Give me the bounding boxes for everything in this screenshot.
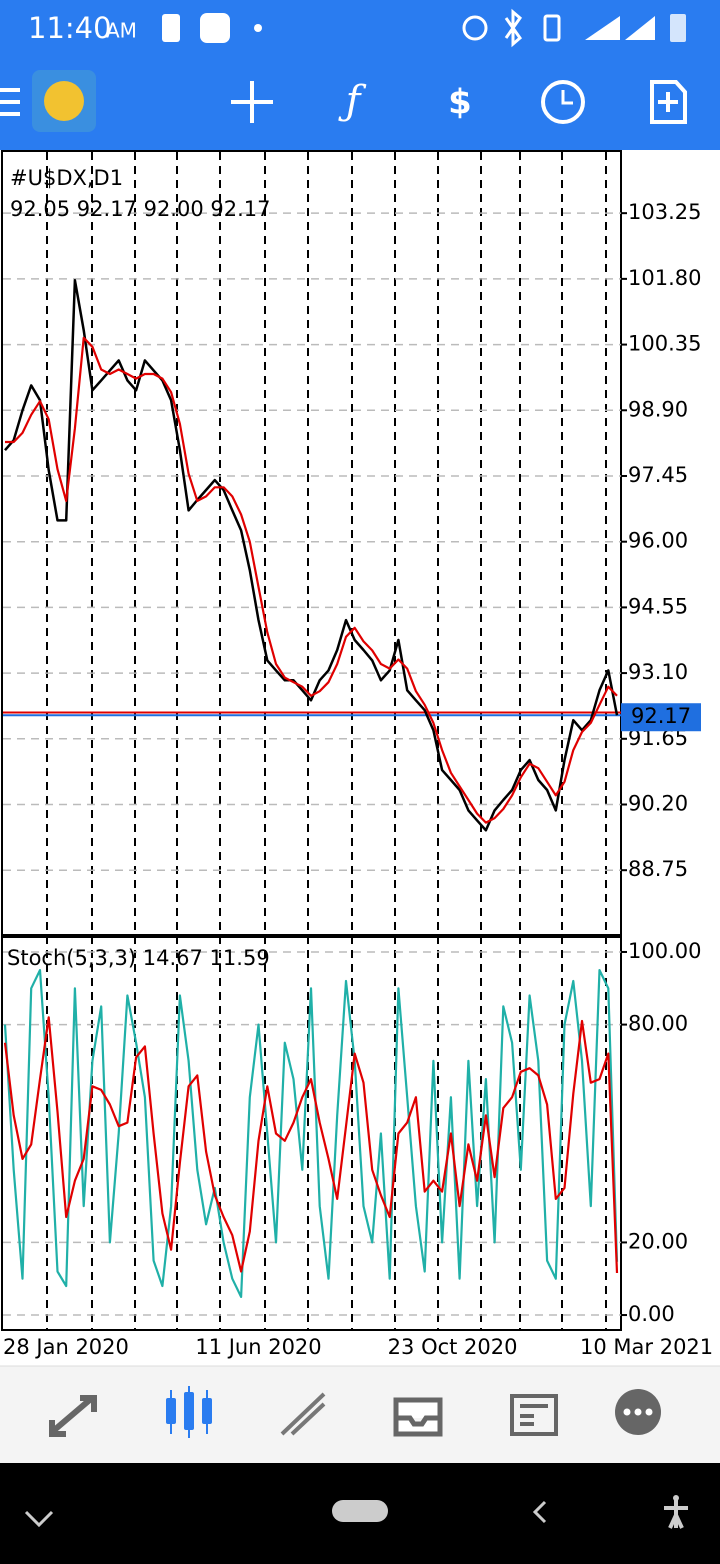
y-tick-label: 98.90 — [628, 397, 688, 421]
menu-icon[interactable] — [0, 88, 20, 116]
x-tick-label: 28 Jan 2020 — [3, 1335, 129, 1359]
app-icon — [200, 13, 230, 43]
y-tick-label: 20.00 — [628, 1229, 688, 1253]
y-tick-label: 100.35 — [628, 332, 701, 356]
signal-icon — [585, 16, 655, 40]
x-tick-label: 11 Jun 2020 — [195, 1335, 321, 1359]
crosshair-icon[interactable] — [231, 81, 273, 123]
stoch-title: Stoch(5,3,3) 14.67 11.59 — [7, 946, 270, 970]
bottom-nav — [0, 1366, 720, 1463]
new-order-icon[interactable] — [650, 80, 687, 124]
chart-title: #U$DX,D1 — [10, 166, 123, 190]
bluetooth-icon — [504, 8, 523, 48]
price-tag-label: 92.17 — [631, 704, 691, 728]
chat-dots — [623, 1408, 653, 1416]
series-line — [3, 969, 619, 1298]
trade-icon[interactable]: $ — [448, 83, 472, 123]
history-icon[interactable] — [393, 1397, 443, 1437]
clock: 11:40 — [28, 11, 112, 45]
y-tick-label: 103.25 — [628, 200, 701, 224]
app-header — [0, 0, 720, 150]
y-tick-label: 96.00 — [628, 529, 688, 553]
y-tick-label: 100.00 — [628, 939, 701, 963]
clock-ampm: AM — [106, 19, 137, 43]
quotes-icon[interactable] — [49, 1395, 97, 1437]
y-tick-label: 0.00 — [628, 1302, 675, 1326]
y-tick-label: 101.80 — [628, 266, 701, 290]
battery-icon — [670, 14, 686, 42]
nav-accessibility-head — [673, 1495, 679, 1501]
y-tick-label: 88.75 — [628, 857, 688, 881]
nav-home[interactable] — [332, 1500, 388, 1522]
x-tick-label: 23 Oct 2020 — [388, 1335, 518, 1359]
plot-layer: 103.25 101.80 100.35 98.90 97.45 96.00 94.55 93… — [3, 152, 713, 1359]
price-tag — [621, 703, 701, 732]
ohlc-label: 92.05 92.17 92.00 92.17 — [10, 197, 271, 221]
timeframe-icon[interactable] — [541, 80, 585, 124]
main-frame — [1, 150, 622, 936]
y-tick-label: 80.00 — [628, 1012, 688, 1036]
news-icon[interactable] — [510, 1394, 558, 1436]
y-tick-label: 94.55 — [628, 594, 688, 618]
timeframe-hands — [561, 90, 573, 105]
y-tick-label: 97.45 — [628, 463, 688, 487]
nav-back[interactable] — [532, 1500, 547, 1524]
vibrate-icon — [543, 14, 561, 42]
alert-icon — [162, 14, 180, 42]
y-tick-label: 90.20 — [628, 792, 688, 816]
trade-nav-icon[interactable] — [280, 1392, 326, 1436]
chart-icon[interactable] — [166, 1386, 212, 1438]
y-tick-label: 93.10 — [628, 660, 688, 684]
alarm-icon — [462, 15, 488, 41]
series-line — [3, 1016, 619, 1274]
x-tick-label: 10 Mar 2021 — [580, 1335, 713, 1359]
stoch-frame — [1, 936, 622, 1331]
nav-accessibility[interactable] — [664, 1500, 688, 1529]
app-logo-mark — [44, 81, 84, 121]
dot — [254, 24, 262, 32]
nav-down[interactable] — [24, 1510, 54, 1528]
series-line — [5, 336, 618, 824]
